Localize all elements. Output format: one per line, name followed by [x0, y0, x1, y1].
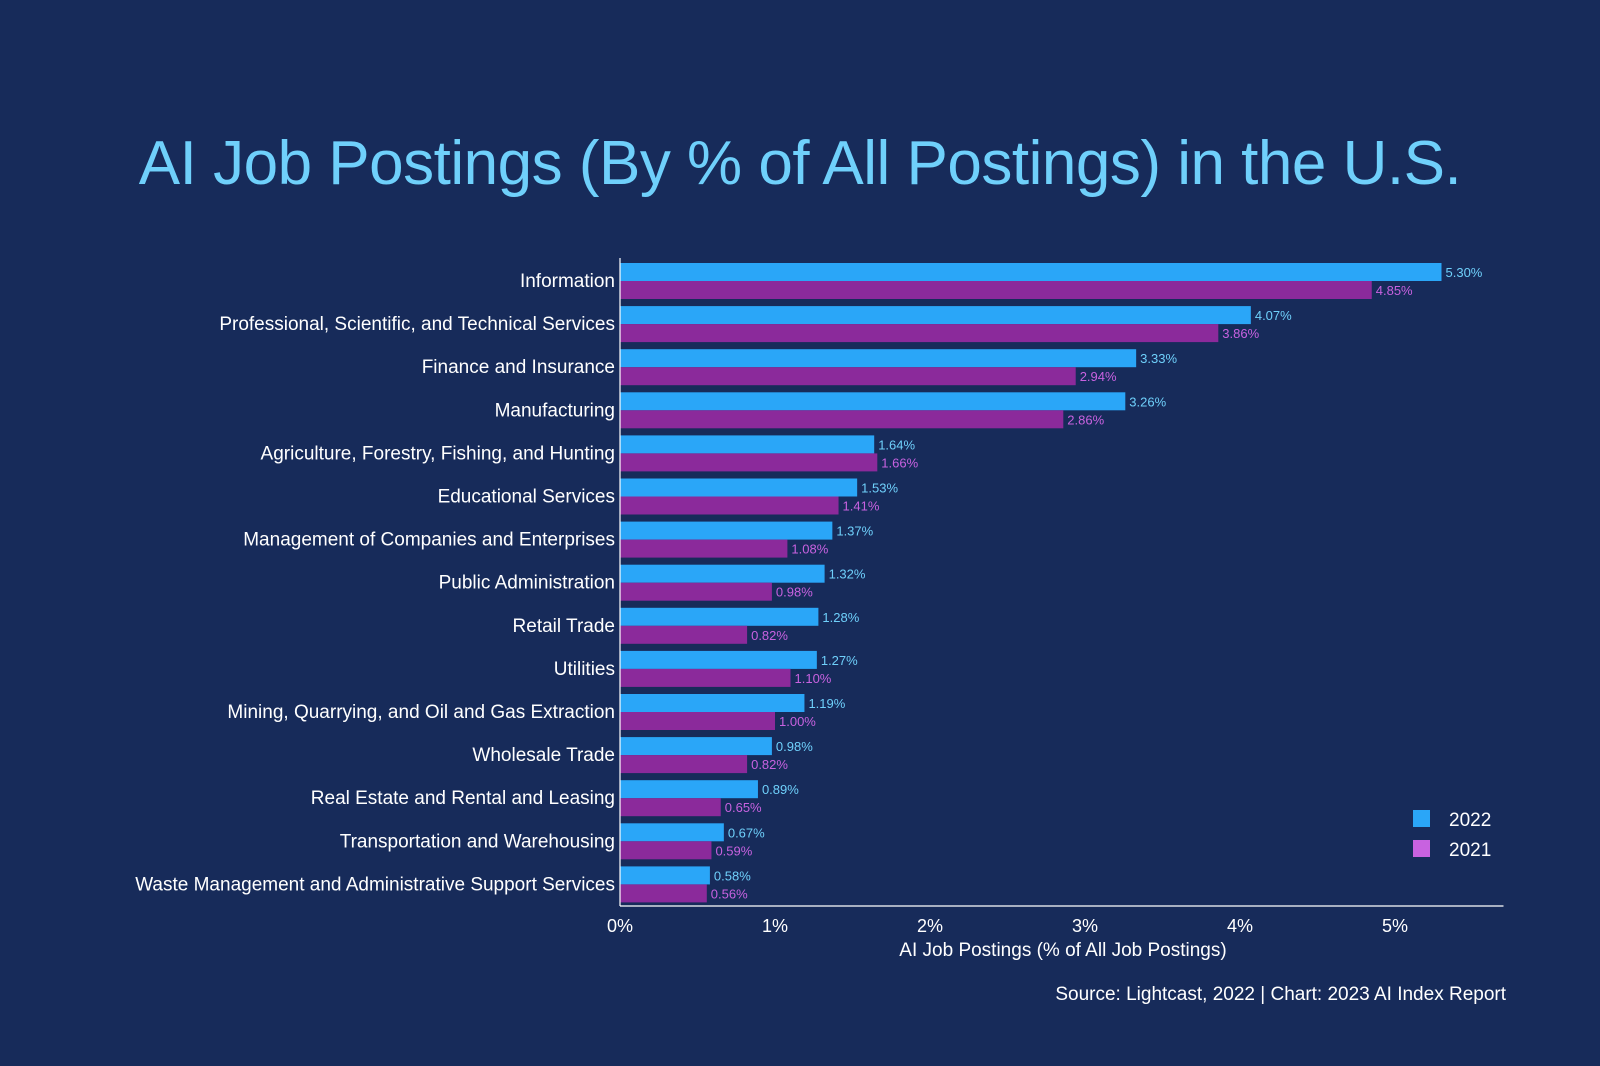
bar-2022 [620, 564, 825, 583]
data-label-2022: 3.26% [1129, 394, 1166, 409]
bar-2022 [620, 650, 817, 669]
bar-2021 [620, 841, 712, 860]
bar-2022 [620, 435, 875, 454]
data-label-2022: 1.32% [829, 567, 866, 582]
bar-2021 [620, 496, 839, 515]
legend-swatch-2021 [1413, 840, 1430, 857]
bar-2021 [620, 324, 1219, 343]
bar-2022 [620, 607, 819, 626]
data-label-2022: 1.64% [878, 437, 915, 452]
category-label: Retail Trade [513, 616, 615, 637]
bar-2022 [620, 478, 858, 497]
data-label-2022: 0.67% [728, 825, 765, 840]
bar-2022 [620, 521, 833, 540]
x-tick-label: 5% [1382, 916, 1408, 936]
bar-2021 [620, 367, 1076, 386]
data-label-2022: 1.28% [822, 610, 859, 625]
data-label-2021: 1.08% [791, 542, 828, 557]
bar-2022 [620, 780, 758, 799]
category-label: Real Estate and Rental and Leasing [311, 788, 615, 809]
data-label-2021: 0.65% [725, 800, 762, 815]
x-tick-label: 1% [762, 916, 788, 936]
bar-2022 [620, 306, 1251, 325]
bar-2021 [620, 884, 707, 903]
bar-2021 [620, 798, 721, 817]
x-tick-label: 4% [1227, 916, 1253, 936]
chart-title: AI Job Postings (By % of All Postings) i… [138, 129, 1462, 198]
bar-2022 [620, 737, 772, 756]
data-label-2021: 1.10% [795, 671, 832, 686]
data-label-2021: 2.86% [1067, 412, 1104, 427]
category-label: Educational Services [438, 487, 615, 508]
x-axis-title: AI Job Postings (% of All Job Postings) [899, 940, 1226, 961]
data-label-2021: 2.94% [1080, 369, 1117, 384]
bar-2021 [620, 712, 775, 730]
category-label: Information [520, 271, 615, 292]
category-label: Public Administration [439, 573, 615, 594]
data-label-2021: 0.56% [711, 886, 748, 901]
data-label-2022: 0.58% [714, 868, 751, 883]
category-label: Wholesale Trade [472, 745, 615, 766]
data-label-2022: 4.07% [1255, 308, 1292, 323]
data-label-2022: 1.19% [808, 696, 845, 711]
source-note: Source: Lightcast, 2022 | Chart: 2023 AI… [1055, 984, 1506, 1005]
bar-2021 [620, 668, 791, 687]
x-tick-label: 0% [607, 916, 633, 936]
legend-swatch-2022 [1413, 810, 1430, 827]
legend-label-2022: 2022 [1449, 810, 1491, 831]
data-label-2022: 1.53% [861, 481, 898, 496]
bar-2022 [620, 823, 724, 842]
data-label-2021: 1.66% [881, 455, 918, 470]
category-label: Mining, Quarrying, and Oil and Gas Extra… [227, 702, 615, 723]
data-label-2022: 0.98% [776, 739, 813, 754]
data-label-2022: 1.27% [821, 653, 858, 668]
bar-2022 [620, 694, 805, 712]
data-label-2021: 1.41% [843, 499, 880, 514]
bar-2021 [620, 281, 1372, 299]
data-label-2021: 0.82% [751, 757, 788, 772]
category-label: Utilities [554, 659, 615, 680]
bar-2021 [620, 453, 878, 472]
data-label-2022: 0.89% [762, 782, 799, 797]
bar-2022 [620, 392, 1126, 411]
bar-2022 [620, 349, 1137, 368]
bar-2021 [620, 625, 748, 644]
bar-2021 [620, 755, 748, 774]
bar-2022 [620, 866, 710, 885]
category-label: Transportation and Warehousing [340, 831, 615, 852]
bar-2022 [620, 263, 1442, 281]
data-label-2021: 3.86% [1222, 326, 1259, 341]
bar-2021 [620, 582, 772, 601]
data-label-2022: 1.37% [836, 524, 873, 539]
category-label: Finance and Insurance [422, 357, 615, 378]
data-label-2022: 5.30% [1446, 265, 1483, 280]
data-label-2021: 0.82% [751, 628, 788, 643]
category-label: Professional, Scientific, and Technical … [219, 314, 615, 335]
category-label: Waste Management and Administrative Supp… [135, 874, 615, 895]
data-label-2021: 0.59% [715, 843, 752, 858]
legend-label-2021: 2021 [1449, 840, 1491, 861]
data-label-2021: 1.00% [779, 714, 816, 729]
data-label-2021: 0.98% [776, 585, 813, 600]
category-label: Management of Companies and Enterprises [243, 530, 615, 551]
category-label: Agriculture, Forestry, Fishing, and Hunt… [261, 443, 615, 464]
data-label-2021: 4.85% [1376, 283, 1413, 298]
x-tick-label: 2% [917, 916, 943, 936]
category-label: Manufacturing [495, 400, 615, 421]
bar-2021 [620, 539, 788, 558]
x-tick-label: 3% [1072, 916, 1098, 936]
bar-2021 [620, 410, 1064, 429]
data-label-2022: 3.33% [1140, 351, 1177, 366]
